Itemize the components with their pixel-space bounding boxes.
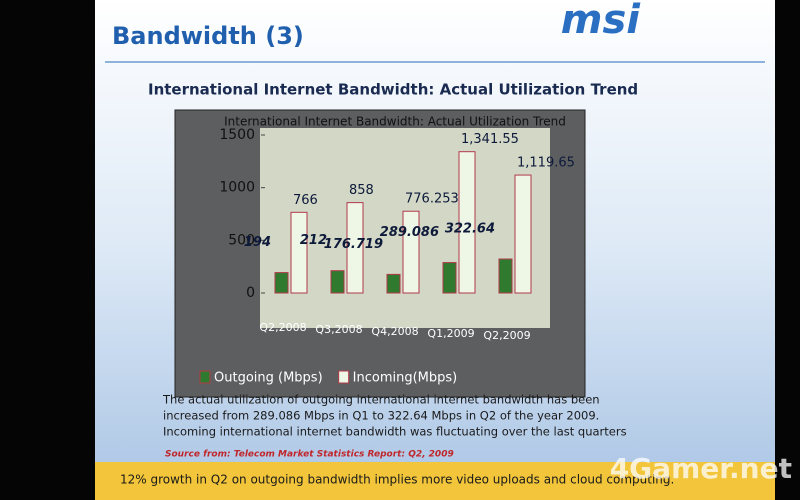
bar: [330, 270, 345, 294]
bar: [274, 272, 289, 294]
bar: [514, 174, 532, 294]
value-label: 176.719: [324, 237, 383, 252]
banner-bg: [95, 462, 775, 500]
heading: International Internet Bandwidth: Actual…: [148, 81, 638, 99]
banner: 12% growth in Q2 on outgoing bandwidth i…: [120, 473, 674, 487]
value-label: 1,341.55: [461, 132, 519, 147]
value-label: 766: [293, 193, 318, 208]
x-tick-label: Q2,2009: [483, 329, 530, 342]
body-text: The actual utilization of outgoing inter…: [162, 393, 627, 439]
slide-title: Bandwidth (3): [112, 22, 304, 50]
x-tick-label: Q1,2009: [427, 327, 474, 340]
bar: [402, 210, 420, 294]
x-tick-label: Q3,2008: [315, 323, 362, 336]
value-label: 194: [244, 235, 271, 250]
value-label: 776.253: [405, 192, 459, 207]
value-label: 289.086: [380, 225, 439, 240]
bar: [442, 262, 457, 294]
bar: [498, 258, 513, 294]
x-tick-label: Q4,2008: [371, 325, 418, 338]
legend-label: Outgoing (Mbps): [214, 371, 323, 386]
body-line: increased from 289.086 Mbps in Q1 to 322…: [163, 409, 599, 423]
y-tick-label: 1500: [219, 127, 255, 143]
y-tick-label: 0: [246, 285, 255, 301]
y-tick-label: 500: [228, 232, 255, 248]
value-label: 322.64: [445, 222, 495, 237]
legend-swatch: [338, 370, 350, 384]
bar: [386, 273, 401, 294]
value-label: 1,119.65: [517, 156, 575, 171]
legend-label: Incoming(Mbps): [353, 371, 458, 386]
legend-swatch: [199, 370, 211, 384]
bar: [346, 202, 364, 294]
watermark: 4Gamer.net: [610, 452, 792, 485]
y-tick-label: 1000: [219, 180, 255, 196]
chart-title: International Internet Bandwidth: Actual…: [224, 115, 566, 129]
x-tick-label: Q2,2008: [259, 321, 306, 334]
body-line: Incoming international internet bandwidt…: [163, 425, 627, 439]
bar: [458, 151, 476, 294]
value-label: 212: [300, 233, 327, 248]
body-line: The actual utilization of outgoing inter…: [162, 393, 600, 407]
bar: [290, 211, 308, 294]
source: Source from: Telecom Market Statistics R…: [165, 450, 454, 460]
value-label: 858: [349, 183, 374, 198]
logo: msi: [561, 0, 641, 43]
